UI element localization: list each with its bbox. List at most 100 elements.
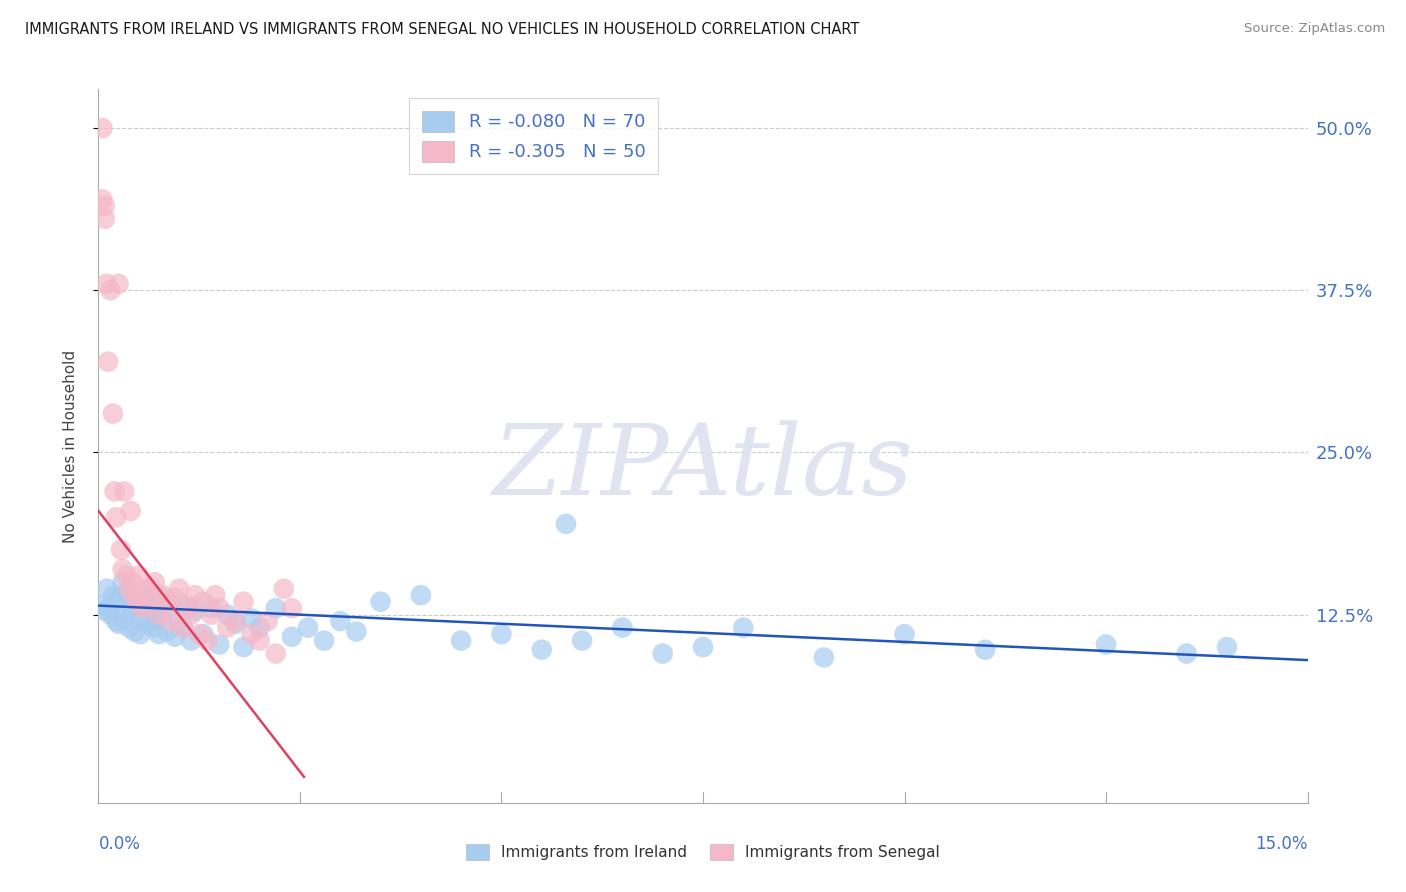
Point (97, 354, 120, 368)
Point (163, 591, 186, 605)
Point (193, 595, 215, 609)
Point (172, 621, 194, 635)
Point (112, 484, 135, 499)
Point (180, 607, 202, 622)
Point (124, 588, 146, 602)
Point (249, 633, 271, 648)
Point (184, 588, 207, 602)
Text: IMMIGRANTS FROM IRELAND VS IMMIGRANTS FROM SENEGAL NO VEHICLES IN HOUSEHOLD CORR: IMMIGRANTS FROM IRELAND VS IMMIGRANTS FR… (25, 22, 859, 37)
Point (94, 604, 117, 618)
Point (135, 616, 157, 631)
Point (118, 621, 141, 635)
Point (208, 601, 231, 615)
Point (224, 614, 246, 628)
Point (240, 611, 263, 625)
Point (121, 575, 143, 590)
Point (145, 611, 167, 625)
Point (101, 588, 124, 602)
Point (180, 633, 202, 648)
Point (110, 542, 132, 557)
Point (120, 504, 142, 518)
Point (232, 595, 254, 609)
Point (94, 199, 117, 213)
Point (491, 627, 513, 641)
Point (128, 568, 150, 582)
Point (176, 601, 198, 615)
Point (1095, 638, 1118, 652)
Point (172, 621, 194, 635)
Point (132, 601, 155, 615)
Point (974, 642, 997, 657)
Point (208, 638, 231, 652)
Point (96, 582, 118, 596)
Point (893, 627, 915, 641)
Point (530, 642, 553, 657)
Point (139, 591, 162, 605)
Point (91, 599, 114, 613)
Point (176, 599, 198, 613)
Point (111, 562, 134, 576)
Point (103, 595, 125, 609)
Point (264, 647, 287, 661)
Point (128, 588, 150, 602)
Point (138, 614, 160, 628)
Point (139, 582, 162, 596)
Point (314, 633, 336, 648)
Point (1175, 647, 1198, 661)
Point (134, 599, 156, 613)
Point (94, 211, 117, 226)
Point (195, 633, 218, 648)
Point (150, 591, 173, 605)
Point (152, 607, 174, 622)
Point (148, 627, 170, 641)
Point (692, 640, 714, 654)
Point (127, 595, 149, 609)
Point (163, 630, 186, 644)
Point (193, 627, 215, 641)
Point (409, 588, 432, 602)
Point (200, 601, 222, 615)
Point (256, 614, 278, 628)
Point (105, 614, 128, 628)
Point (281, 601, 304, 615)
Point (224, 616, 246, 631)
Point (120, 601, 142, 615)
Point (112, 611, 135, 625)
Point (240, 627, 263, 641)
Point (97, 601, 120, 615)
Point (127, 595, 149, 609)
Text: ZIPAtlas: ZIPAtlas (492, 420, 914, 515)
Point (571, 633, 593, 648)
Point (184, 604, 207, 618)
Point (124, 624, 146, 639)
Point (103, 484, 125, 499)
Point (110, 591, 132, 605)
Point (167, 614, 190, 628)
Point (160, 614, 183, 628)
Point (555, 516, 578, 531)
Point (281, 630, 304, 644)
Point (204, 588, 226, 602)
Point (651, 647, 673, 661)
Point (135, 582, 157, 596)
Text: 15.0%: 15.0% (1256, 835, 1308, 854)
Point (115, 568, 138, 582)
Point (264, 601, 287, 615)
Point (167, 582, 190, 596)
Point (733, 621, 755, 635)
Point (143, 601, 166, 615)
Text: Source: ZipAtlas.com: Source: ZipAtlas.com (1244, 22, 1385, 36)
Point (156, 595, 179, 609)
Point (100, 283, 122, 297)
Point (115, 585, 138, 599)
Point (249, 621, 271, 635)
Point (142, 621, 165, 635)
Point (160, 595, 183, 609)
Point (370, 595, 392, 609)
Point (273, 582, 295, 596)
Point (107, 277, 129, 291)
Point (813, 650, 835, 665)
Point (612, 621, 634, 635)
Point (148, 607, 170, 622)
Y-axis label: No Vehicles in Household: No Vehicles in Household (63, 350, 77, 542)
